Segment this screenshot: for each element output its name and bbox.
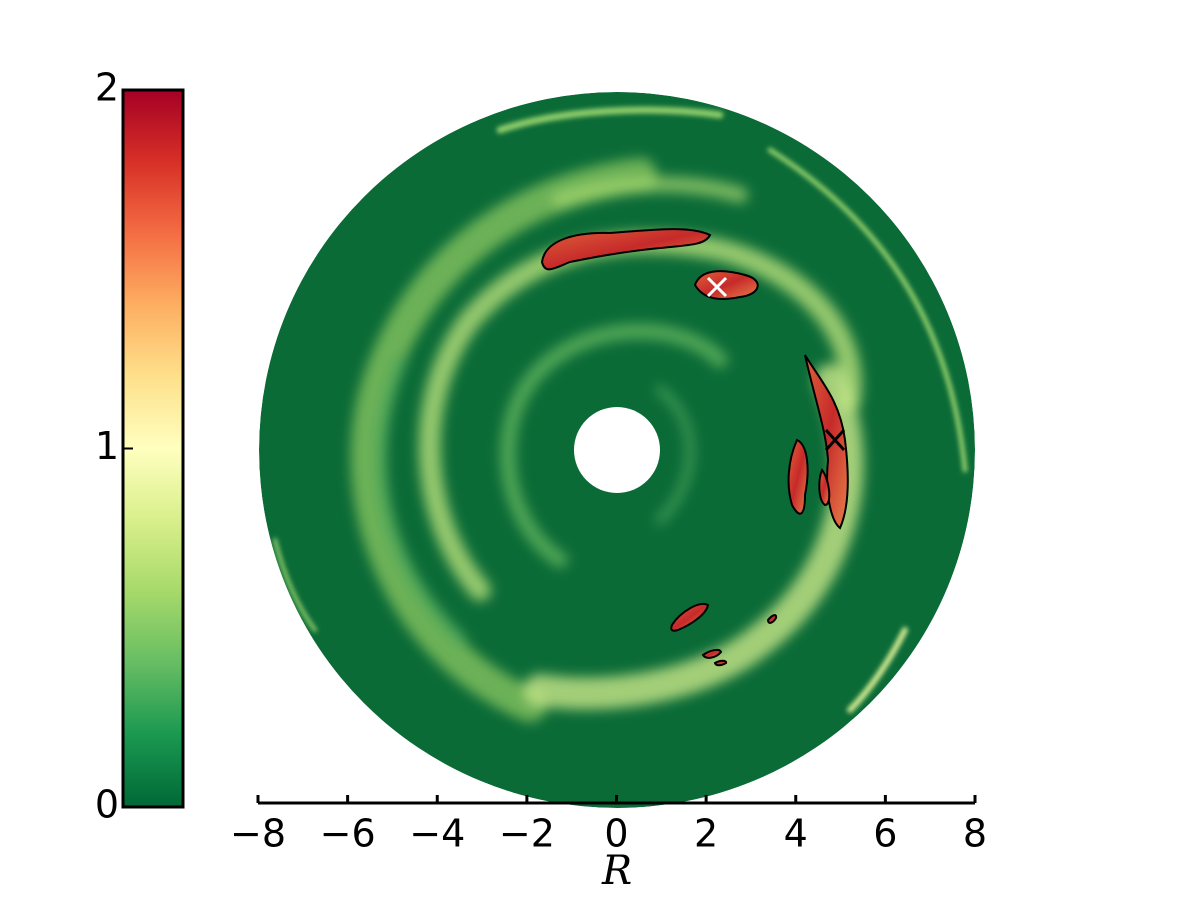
hot-region (766, 614, 778, 624)
hot-region (787, 438, 809, 515)
x-tick-label: −4 (409, 812, 465, 856)
spiral-arm (552, 176, 748, 208)
streak (273, 538, 317, 632)
hot-region (804, 354, 849, 530)
streaks (273, 106, 968, 713)
streak (496, 106, 724, 134)
hot-regions (540, 228, 849, 667)
colorbar-tick-label: 1 (95, 424, 119, 468)
x-tick-label: 8 (963, 812, 987, 856)
colorbar-ticks: 0 1 2 (95, 66, 133, 827)
hot-region (670, 602, 710, 632)
x-tick-label: 4 (784, 812, 808, 856)
x-tick-label: 6 (873, 812, 897, 856)
spiral-arm (350, 158, 657, 722)
markers (706, 276, 846, 452)
streak (847, 627, 908, 713)
hot-region (701, 648, 723, 659)
marker (824, 428, 846, 452)
hot-region (540, 228, 712, 271)
x-axis-label: R (601, 848, 632, 894)
x-tick-label: −8 (230, 812, 286, 856)
x-tick-label: −6 (320, 812, 376, 856)
spiral-arm (499, 323, 728, 568)
x-tick-label: 2 (694, 812, 718, 856)
x-tick-label: 0 (604, 812, 628, 856)
marker (706, 276, 728, 298)
streak (767, 147, 968, 473)
x-tick-label: −2 (499, 812, 555, 856)
spiral-arm (655, 385, 695, 525)
colorbar-tick-label: 0 (95, 783, 119, 827)
spiral-arm (373, 353, 467, 647)
x-ticks: −8 −6 −4 −2 0 2 4 6 8 (230, 795, 987, 856)
colorbar-tick-label: 2 (95, 66, 119, 110)
inner-hole (574, 407, 660, 493)
disk-image (259, 92, 975, 808)
hot-region (713, 659, 728, 667)
hot-region (818, 468, 831, 507)
